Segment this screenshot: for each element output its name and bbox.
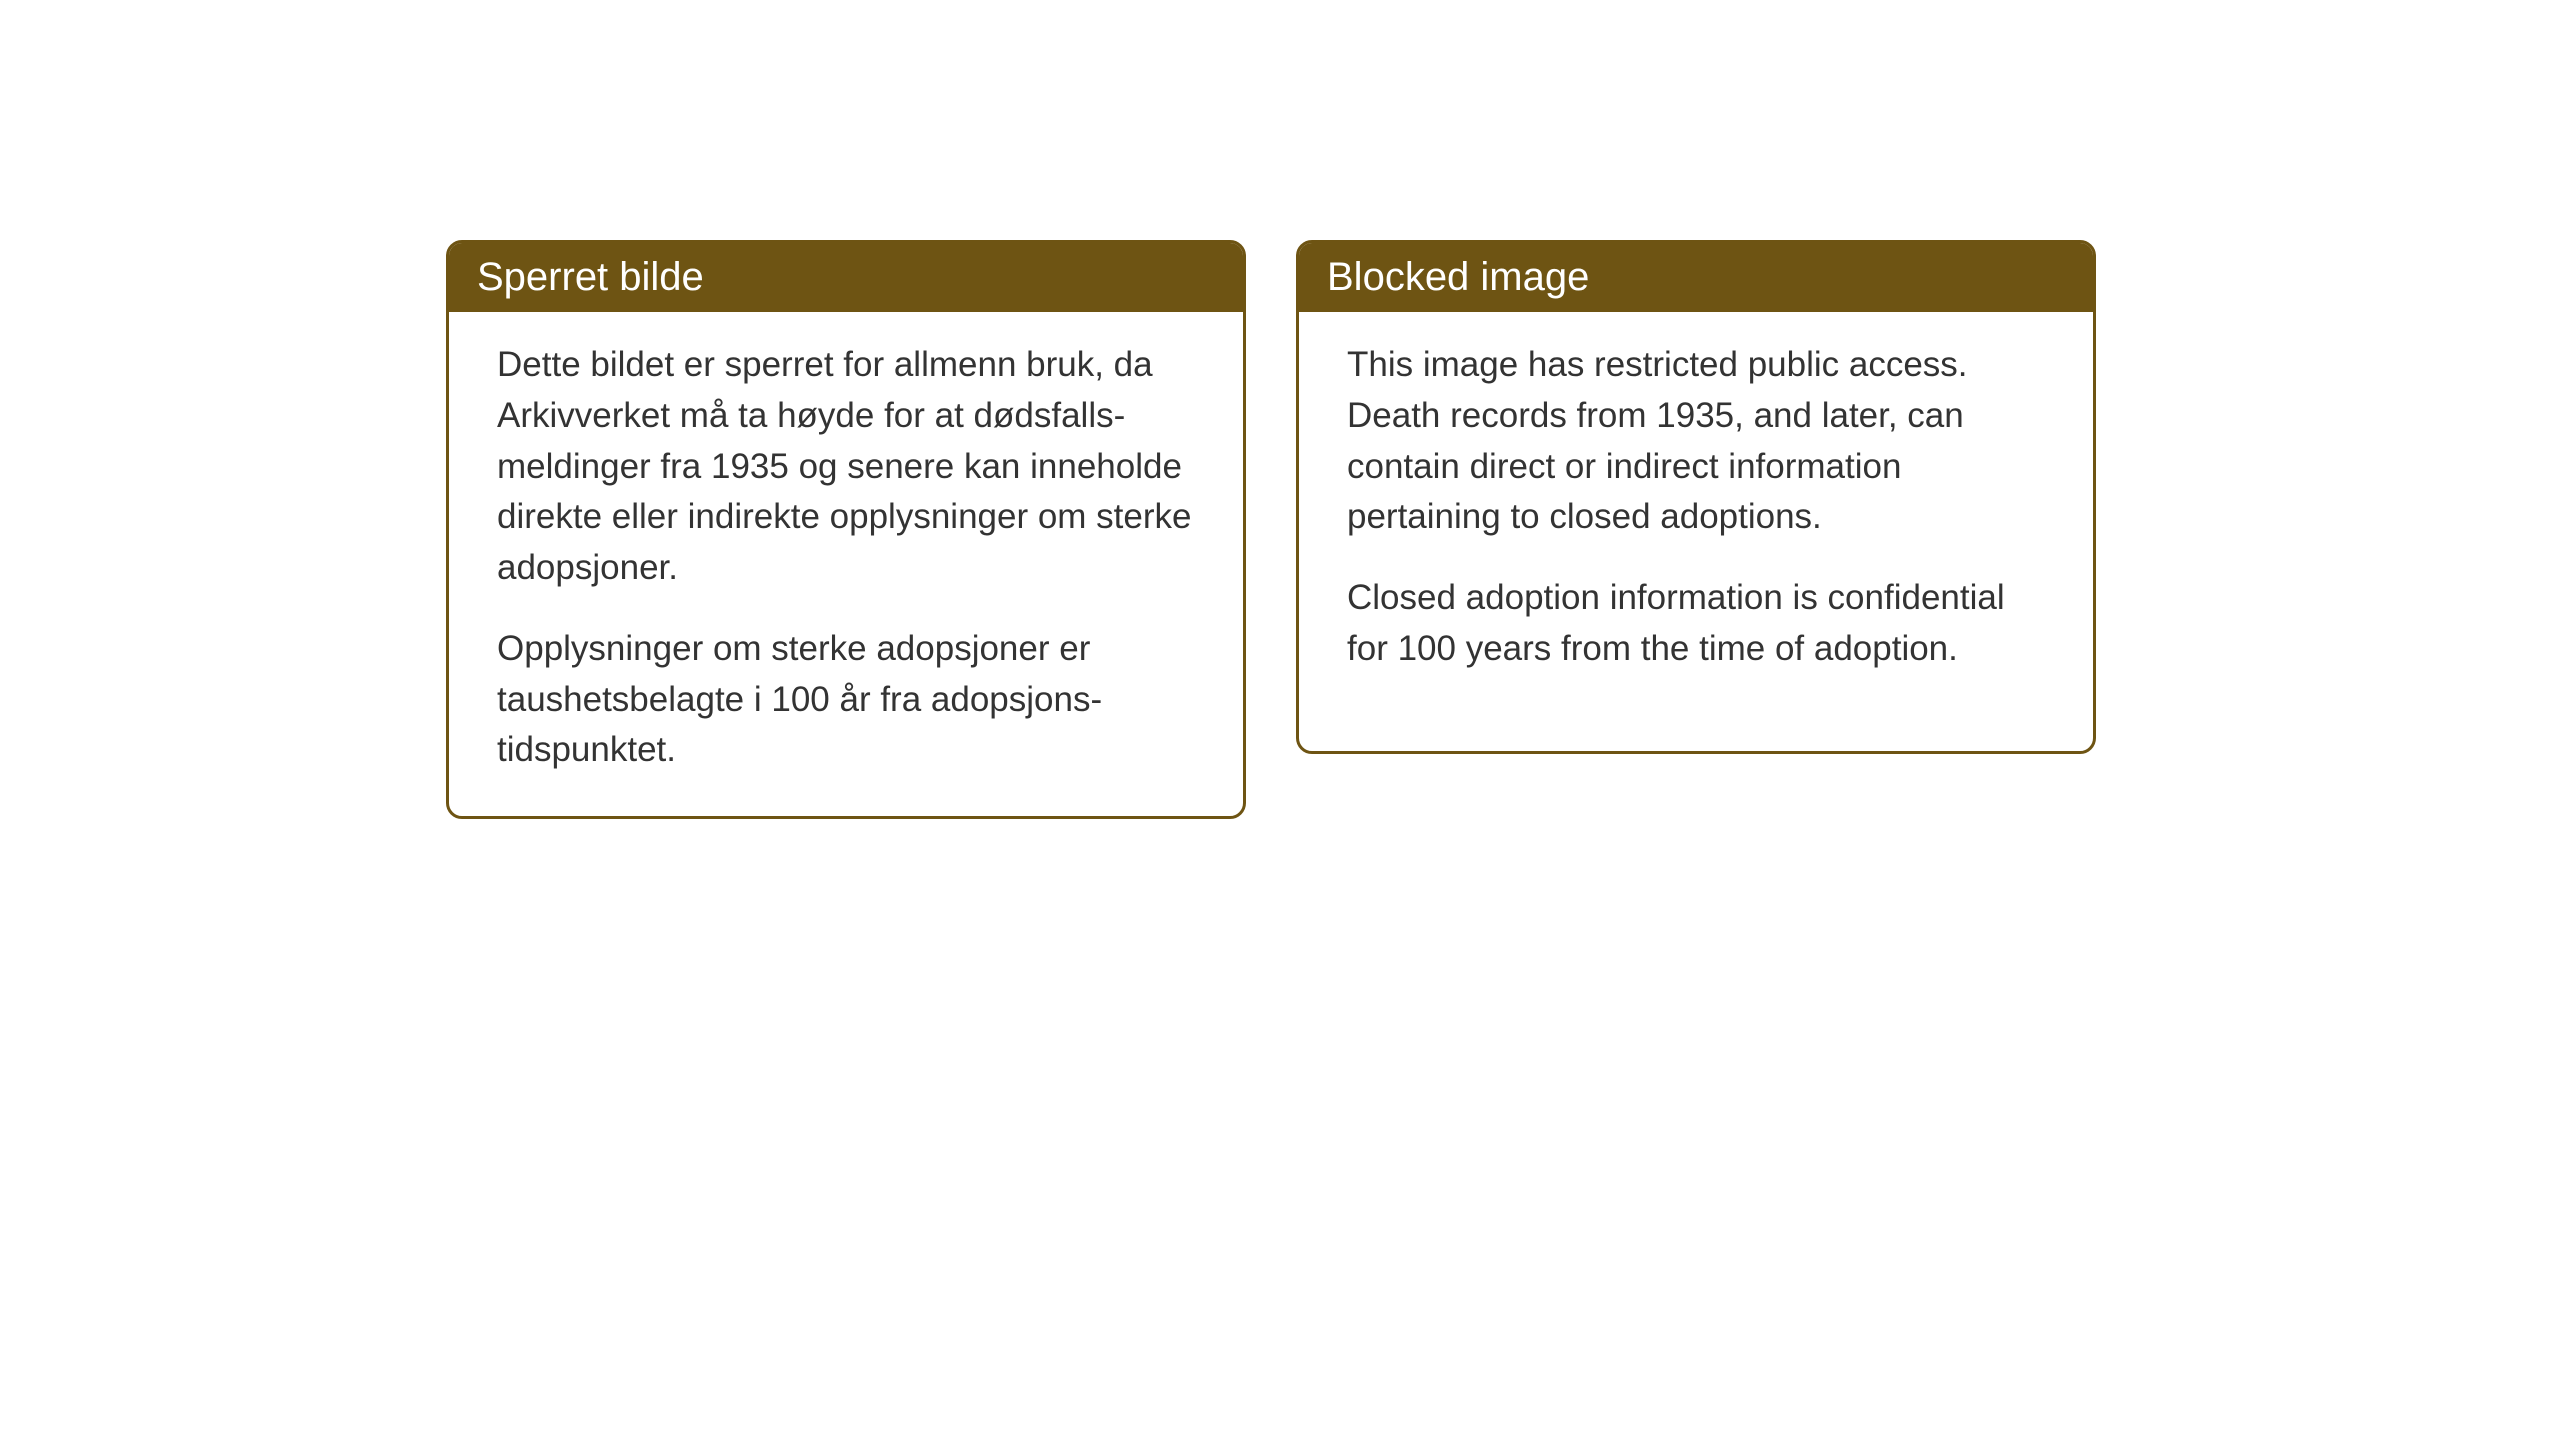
card-body-english: This image has restricted public access.…	[1299, 312, 2093, 715]
card-title-english: Blocked image	[1327, 255, 1589, 299]
notice-card-norwegian: Sperret bilde Dette bildet er sperret fo…	[446, 240, 1246, 819]
card-title-norwegian: Sperret bilde	[477, 255, 704, 299]
notice-cards-container: Sperret bilde Dette bildet er sperret fo…	[446, 240, 2096, 819]
card-header-norwegian: Sperret bilde	[449, 243, 1243, 312]
card-body-norwegian: Dette bildet er sperret for allmenn bruk…	[449, 312, 1243, 816]
card-paragraph-english-2: Closed adoption information is confident…	[1347, 573, 2045, 675]
card-paragraph-norwegian-1: Dette bildet er sperret for allmenn bruk…	[497, 340, 1195, 594]
card-header-english: Blocked image	[1299, 243, 2093, 312]
card-paragraph-norwegian-2: Opplysninger om sterke adopsjoner er tau…	[497, 624, 1195, 776]
notice-card-english: Blocked image This image has restricted …	[1296, 240, 2096, 754]
card-paragraph-english-1: This image has restricted public access.…	[1347, 340, 2045, 543]
